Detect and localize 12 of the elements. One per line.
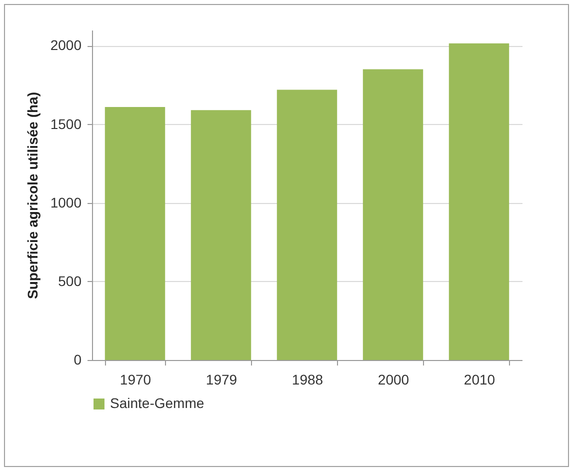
x-tick-label: 2000 [378, 372, 410, 388]
legend-label: Sainte-Gemme [110, 395, 204, 411]
x-tick-label: 2010 [464, 372, 496, 388]
y-axis-title: Superficie agricole utilisée (ha) [24, 92, 40, 299]
y-tick-label: 500 [58, 272, 82, 289]
y-tick-label: 1500 [50, 116, 82, 132]
y-tick-label: 1000 [50, 194, 82, 210]
x-tick-label: 1970 [120, 372, 152, 388]
y-tick-label: 0 [74, 352, 82, 368]
y-tick-label: 2000 [50, 37, 82, 54]
x-tick-label: 1979 [206, 372, 238, 388]
x-tick-label: 1988 [292, 372, 324, 388]
